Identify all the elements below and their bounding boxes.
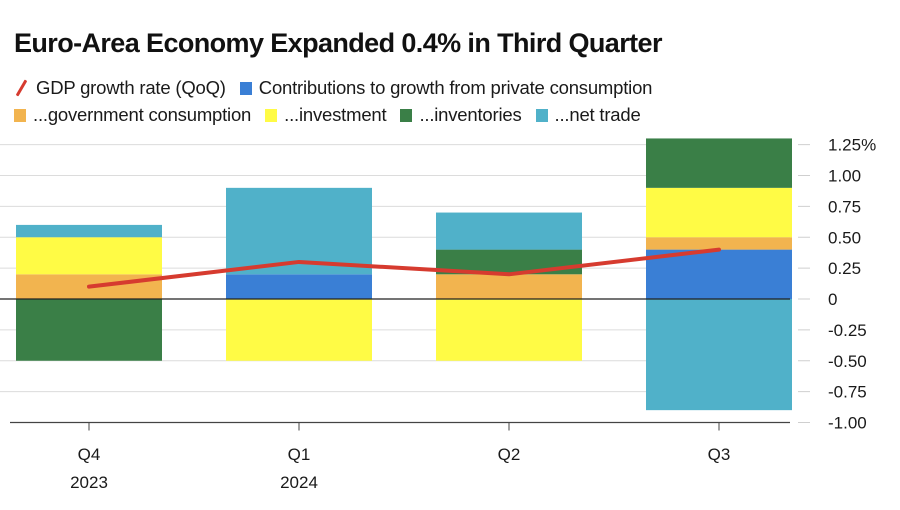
gdp-growth-line bbox=[87, 247, 721, 289]
y-tick-label: 0.75 bbox=[828, 197, 861, 216]
legend-item-net-trade: ...net trade bbox=[535, 104, 641, 126]
bars bbox=[16, 138, 792, 411]
x-tick-label-quarter: Q4 bbox=[78, 445, 101, 464]
bar-segment-investment bbox=[226, 299, 372, 361]
y-tick-label: 0.50 bbox=[828, 228, 861, 247]
y-tick-label: -1.00 bbox=[828, 414, 867, 433]
x-tick-label-quarter: Q2 bbox=[498, 445, 521, 464]
investment-swatch-icon bbox=[265, 108, 278, 122]
y-tick-label: 1.25% bbox=[828, 136, 876, 155]
bar-segment-government bbox=[646, 237, 792, 250]
legend-label-gdp: GDP growth rate (QoQ) bbox=[36, 77, 226, 98]
gdp-line-layer bbox=[87, 247, 721, 289]
legend-row-2: ...government consumption ...investment … bbox=[14, 104, 655, 126]
chart-title: Euro-Area Economy Expanded 0.4% in Third… bbox=[14, 28, 662, 58]
x-tick-label-quarter: Q3 bbox=[708, 445, 731, 464]
legend-label-net-trade: ...net trade bbox=[554, 104, 641, 125]
legend-label-private-consumption: Contributions to growth from private con… bbox=[258, 77, 653, 98]
legend-item-government: ...government consumption bbox=[14, 104, 251, 126]
y-tick-label: 1.00 bbox=[828, 167, 861, 186]
y-tick-label: -0.75 bbox=[828, 383, 867, 402]
bar-segment-net-trade bbox=[646, 299, 792, 411]
x-axis-ticks: Q4 2023 Q1 2024 Q2 Q3 bbox=[70, 422, 731, 492]
x-tick-label-quarter: Q1 bbox=[288, 445, 311, 464]
bar-segment-inventories bbox=[16, 299, 162, 361]
x-tick-label-year: 2023 bbox=[70, 473, 108, 492]
y-tick-label: 0 bbox=[828, 290, 837, 309]
bar-segment-private bbox=[226, 274, 372, 299]
x-tick-label-year: 2024 bbox=[280, 473, 318, 492]
net-trade-swatch-icon bbox=[535, 108, 548, 122]
legend-label-inventories: ...inventories bbox=[419, 104, 522, 125]
legend-item-private-consumption: Contributions to growth from private con… bbox=[239, 77, 653, 99]
axes bbox=[0, 298, 790, 424]
y-tick-label: -0.25 bbox=[828, 321, 867, 340]
bar-segment-private bbox=[646, 249, 792, 299]
bar-segment-net-trade bbox=[436, 212, 582, 250]
inventories-swatch-icon bbox=[400, 108, 413, 122]
private-consumption-swatch-icon bbox=[239, 81, 252, 95]
bar-segment-investment bbox=[436, 299, 582, 361]
government-swatch-icon bbox=[14, 108, 26, 122]
bar-segment-net-trade bbox=[226, 187, 372, 275]
y-tick-label: 0.25 bbox=[828, 259, 861, 278]
legend-item-gdp: GDP growth rate (QoQ) bbox=[14, 77, 226, 99]
bar-segment-investment bbox=[646, 187, 792, 238]
bar-segment-investment bbox=[16, 237, 162, 275]
bar-segment-government bbox=[436, 274, 582, 299]
bar-segment-net-trade bbox=[16, 224, 162, 238]
legend-item-investment: ...investment bbox=[265, 104, 387, 126]
legend-label-government: ...government consumption bbox=[33, 104, 252, 125]
legend-label-investment: ...investment bbox=[284, 104, 387, 125]
y-axis-ticks: 1.25% 1.00 0.75 0.50 0.25 0 -0.25 -0.50 -0.75 -1.… bbox=[798, 136, 876, 433]
bar-segment-inventories bbox=[646, 138, 792, 188]
legend-item-inventories: ...inventories bbox=[400, 104, 522, 126]
y-tick-label: -0.50 bbox=[828, 352, 867, 371]
legend-row-1: GDP growth rate (QoQ) Contributions to g… bbox=[14, 77, 666, 99]
